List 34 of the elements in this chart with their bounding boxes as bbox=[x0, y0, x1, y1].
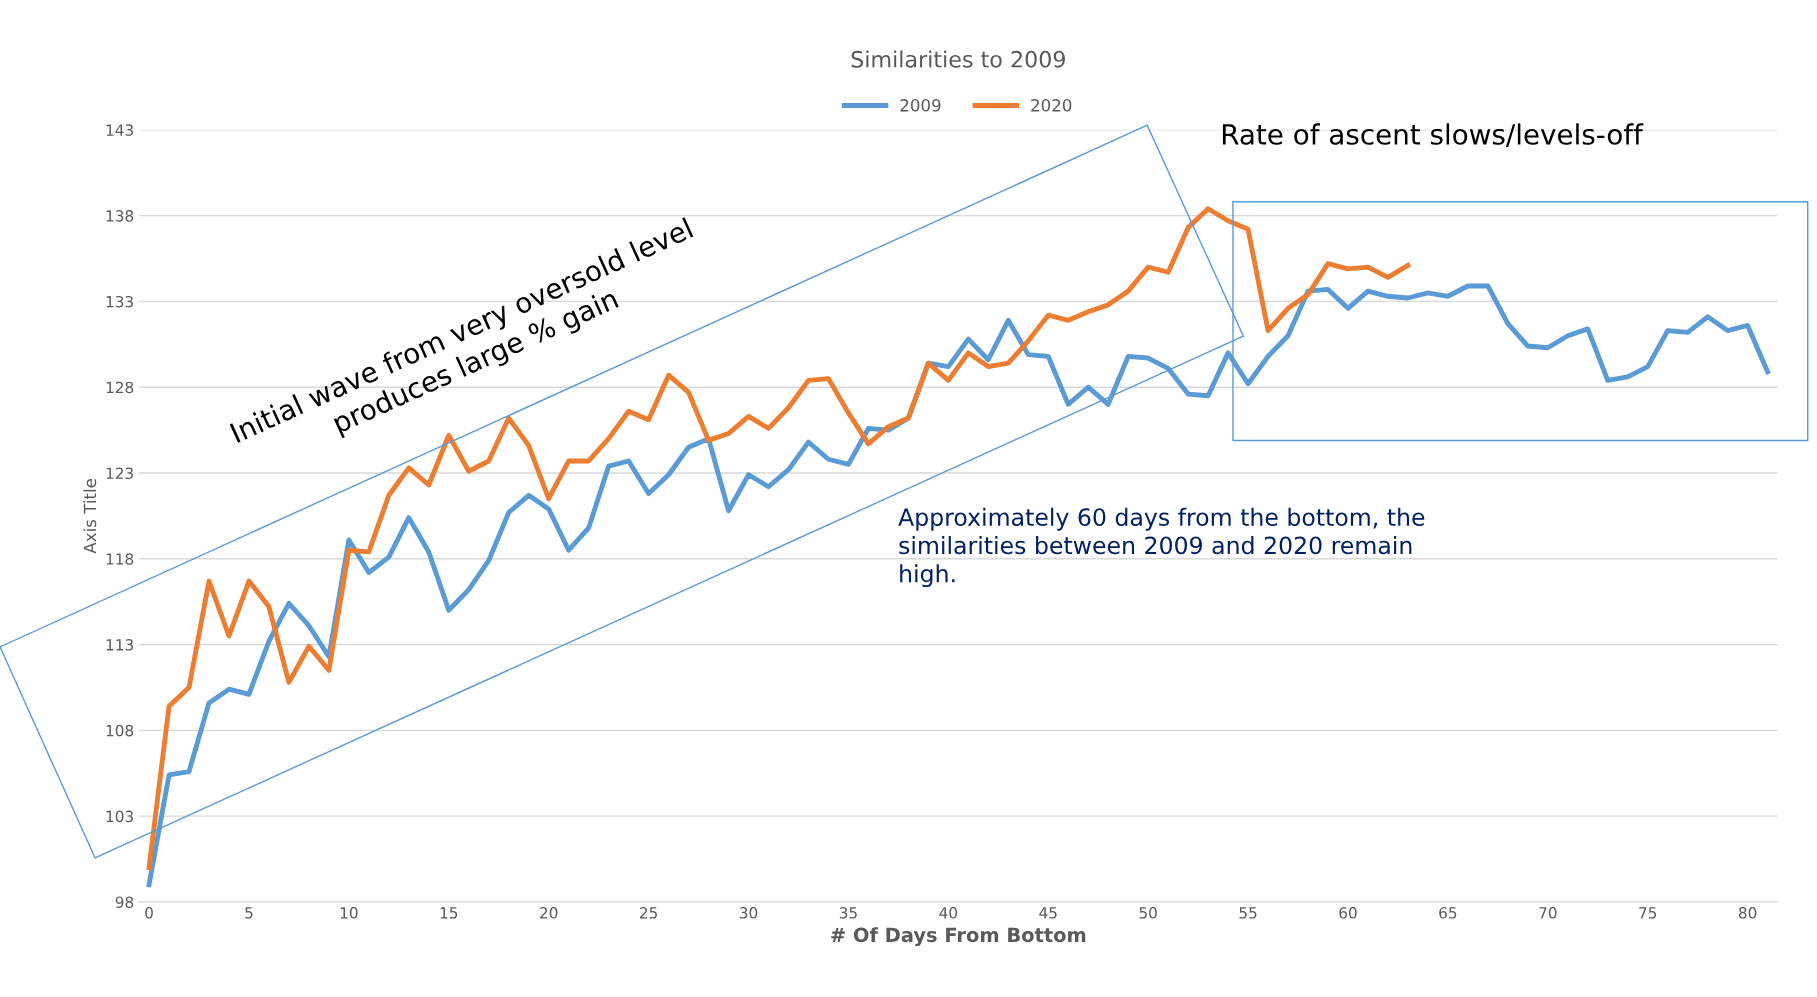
x-tick-label: 20 bbox=[540, 907, 558, 919]
x-tick-label: 40 bbox=[939, 907, 958, 919]
x-tick-label: 15 bbox=[440, 907, 458, 919]
x-axis-title: # Of Days From Bottom bbox=[831, 927, 1086, 947]
x-tick-label: 35 bbox=[839, 907, 857, 919]
y-tick-label: 103 bbox=[106, 810, 133, 823]
y-tick-label: 128 bbox=[106, 381, 134, 394]
y-tick-label: 98 bbox=[115, 896, 134, 908]
x-tick-label: 55 bbox=[1239, 907, 1257, 919]
legend-label: 2020 bbox=[1031, 99, 1072, 112]
y-tick-label: 108 bbox=[106, 724, 134, 737]
y-tick-label: 113 bbox=[106, 639, 133, 651]
chart-title: Similarities to 2009 bbox=[851, 50, 1065, 68]
x-tick-label: 80 bbox=[1738, 907, 1757, 919]
x-tick-label: 30 bbox=[739, 907, 758, 919]
legend-label: 2009 bbox=[900, 99, 941, 112]
x-tick-label: 65 bbox=[1439, 907, 1457, 919]
x-tick-label: 75 bbox=[1639, 907, 1657, 919]
y-tick-label: 138 bbox=[106, 210, 134, 222]
x-tick-label: 10 bbox=[340, 907, 358, 919]
y-tick-label: 123 bbox=[106, 467, 133, 480]
annotation: Approximately 60 days from the bottom, the similarities between 2009 and 2020 remain high. bbox=[898, 507, 1425, 588]
x-tick-label: 50 bbox=[1139, 907, 1157, 919]
x-tick-label: 70 bbox=[1539, 907, 1557, 919]
x-tick-label: 0 bbox=[145, 907, 153, 919]
y-axis-title: Axis Title bbox=[83, 478, 97, 554]
annotation: Rate of ascent slows/levels-off bbox=[1222, 123, 1644, 148]
x-tick-label: 5 bbox=[245, 907, 253, 919]
x-tick-label: 25 bbox=[640, 907, 657, 919]
y-tick-label: 118 bbox=[106, 553, 134, 565]
y-tick-label: 133 bbox=[106, 295, 133, 308]
y-tick-label: 143 bbox=[106, 124, 133, 136]
x-tick-label: 60 bbox=[1339, 907, 1357, 919]
x-tick-label: 45 bbox=[1039, 907, 1057, 919]
